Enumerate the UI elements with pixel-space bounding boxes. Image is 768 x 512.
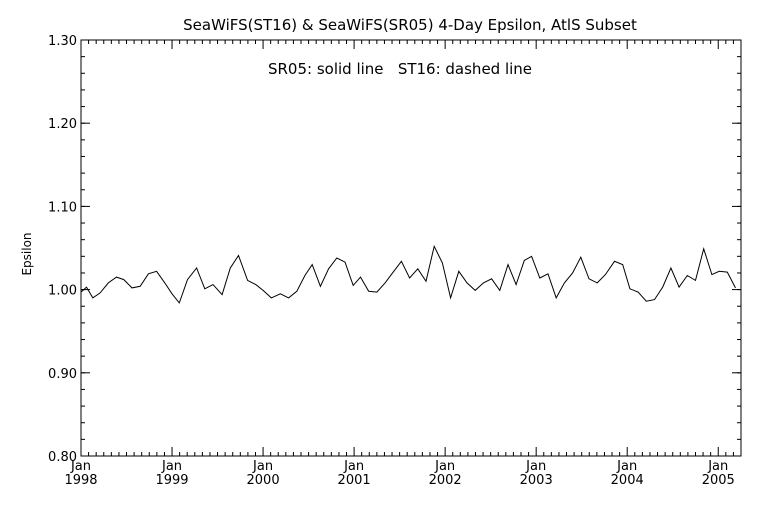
y-tick-label: 0.90 [48, 367, 77, 382]
y-tick-label: 1.30 [48, 34, 77, 49]
x-axis-ticks: Jan1998Jan1999Jan2000Jan2001Jan2002Jan20… [64, 40, 742, 488]
y-tick-label: 1.00 [48, 284, 77, 299]
x-tick-year-label: 2004 [611, 473, 644, 488]
x-tick-month-label: Jan [525, 459, 546, 474]
y-axis-ticks: 0.80 0.90 1.00 1.10 1.20 1.30 [48, 34, 741, 465]
series-annotation: SR05: solid line ST16: dashed line [268, 60, 532, 78]
x-tick-year-label: 2001 [338, 473, 371, 488]
y-axis-label: Epsilon [20, 232, 34, 275]
x-tick-year-label: 1998 [64, 473, 97, 488]
x-tick-month-label: Jan [161, 459, 182, 474]
x-tick-year-label: 1999 [155, 473, 188, 488]
x-tick-year-label: 2003 [520, 473, 553, 488]
x-tick-year-label: 2005 [702, 473, 735, 488]
x-tick-month-label: Jan [707, 459, 728, 474]
x-tick-month-label: Jan [70, 459, 91, 474]
series-line-sr05 [80, 244, 736, 304]
x-tick-month-label: Jan [434, 459, 455, 474]
chart-title: SeaWiFS(ST16) & SeaWiFS(SR05) 4-Day Epsi… [183, 16, 637, 34]
x-tick-month-label: Jan [343, 459, 364, 474]
y-tick-label: 1.10 [48, 200, 77, 215]
plot-frame [80, 39, 742, 457]
x-tick-year-label: 2000 [247, 473, 280, 488]
x-tick-month-label: Jan [252, 459, 273, 474]
y-tick-label: 0.80 [48, 450, 77, 465]
x-tick-year-label: 2002 [429, 473, 462, 488]
x-tick-month-label: Jan [616, 459, 637, 474]
series-layer [80, 244, 736, 304]
y-tick-label: 1.20 [48, 117, 77, 132]
